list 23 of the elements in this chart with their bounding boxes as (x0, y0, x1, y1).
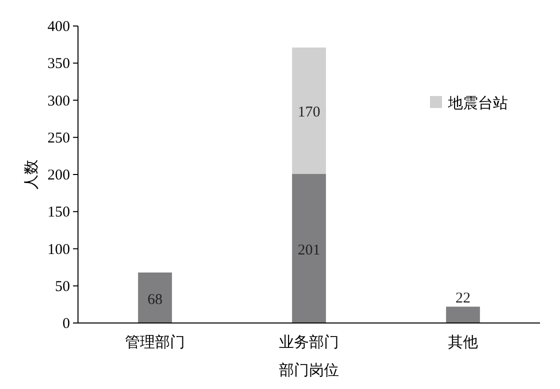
y-tick-label: 250 (48, 130, 70, 146)
y-tick-label: 50 (55, 278, 70, 295)
data-label: 22 (456, 290, 470, 307)
data-label: 201 (298, 242, 320, 258)
y-tick-label: 150 (48, 204, 70, 221)
data-label: 170 (298, 104, 320, 121)
y-tick-label: 400 (48, 19, 70, 35)
x-axis-title: 部门岗位 (279, 362, 339, 379)
y-tick-label: 0 (62, 316, 70, 332)
x-tick-label: 其他 (448, 334, 478, 351)
bar (292, 48, 326, 174)
y-tick-label: 350 (48, 56, 70, 72)
x-tick-label: 业务部门 (279, 334, 339, 351)
bar (138, 272, 172, 323)
bar (292, 174, 326, 323)
y-axis-title: 人数 (24, 160, 40, 190)
legend-label: 地震台站 (447, 95, 508, 112)
y-tick-label: 200 (48, 168, 70, 184)
y-tick-label: 100 (48, 242, 70, 258)
bar (446, 306, 480, 323)
y-tick-label: 300 (48, 93, 70, 110)
x-tick-label: 管理部门 (125, 334, 185, 351)
data-label: 68 (148, 292, 162, 308)
